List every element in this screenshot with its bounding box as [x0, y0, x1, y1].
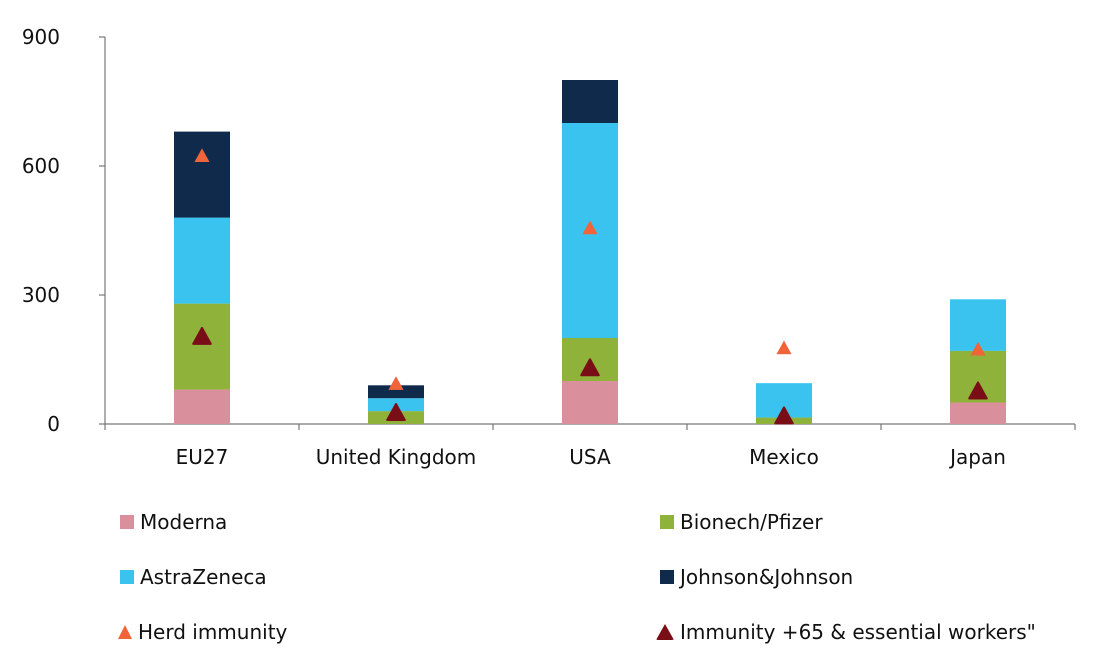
marker-immunity-65-0 [192, 326, 212, 345]
x-tick-label: EU27 [176, 445, 229, 469]
marker-herd-immunity-4 [970, 342, 986, 356]
markers [192, 148, 988, 425]
marker-immunity-65-1 [386, 402, 406, 421]
bar-johnson-johnson-1 [368, 385, 424, 399]
y-tick-label: 600 [22, 154, 60, 178]
bar-johnson-johnson-2 [562, 80, 618, 123]
marker-immunity-65-2 [580, 358, 600, 377]
marker-herd-immunity-3 [776, 340, 792, 355]
x-tick-label: USA [569, 445, 611, 469]
bar-johnson-johnson-0 [174, 131, 230, 218]
bar-astrazeneca-0 [174, 217, 230, 304]
y-axis: 0 300 600 900 [22, 25, 106, 436]
bar-moderna-2 [562, 381, 618, 424]
x-tick-label: Japan [948, 445, 1006, 469]
bars [174, 80, 1006, 424]
marker-immunity-65-4 [968, 381, 988, 400]
marker-herd-immunity-2 [582, 220, 598, 235]
marker-herd-immunity-1 [388, 376, 404, 390]
bar-moderna-0 [174, 389, 230, 424]
x-tick-label: Mexico [749, 445, 819, 469]
marker-immunity-65-3 [774, 406, 794, 425]
bar-bionech-pfizer-0 [174, 303, 230, 390]
x-axis: EU27 United Kingdom USA Mexico Japan [104, 423, 1076, 469]
marker-herd-immunity-0 [194, 148, 210, 162]
x-tick-label: United Kingdom [316, 445, 477, 469]
y-tick-label: 900 [22, 25, 60, 49]
bar-moderna-4 [950, 402, 1006, 424]
y-tick-label: 300 [22, 283, 60, 307]
y-tick-label: 0 [47, 412, 60, 436]
